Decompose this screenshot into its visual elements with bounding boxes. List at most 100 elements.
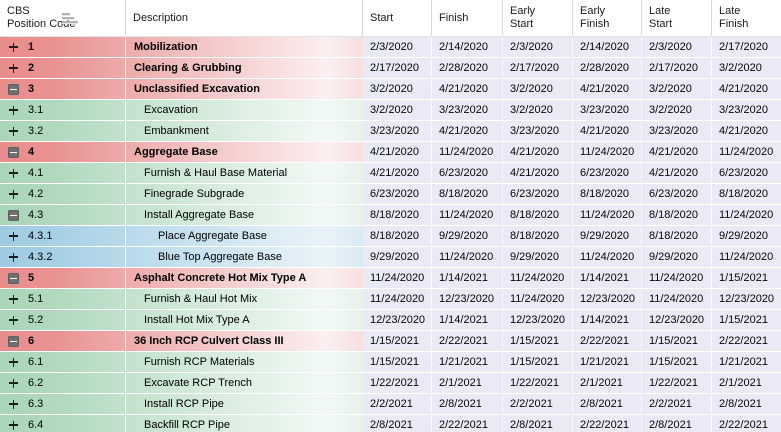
date-cell-start[interactable]: 3/2/2020: [363, 100, 432, 120]
date-cell-finish[interactable]: 8/18/2020: [432, 184, 503, 204]
description-cell[interactable]: Clearing & Grubbing: [126, 58, 363, 78]
column-header-early-finish[interactable]: Early Finish: [573, 0, 642, 36]
expand-icon[interactable]: [8, 231, 19, 242]
table-row[interactable]: 6.2 Excavate RCP Trench 1/22/2021 2/1/202…: [0, 373, 781, 394]
date-cell-early-start[interactable]: 2/8/2021: [503, 415, 573, 432]
date-cell-late-finish[interactable]: 11/24/2020: [712, 205, 781, 225]
date-cell-late-finish[interactable]: 4/21/2020: [712, 79, 781, 99]
date-cell-late-finish[interactable]: 3/2/2020: [712, 58, 781, 78]
table-row[interactable]: 4.3.1 Place Aggregate Base 8/18/2020 9/29…: [0, 226, 781, 247]
description-cell[interactable]: Furnish & Haul Hot Mix: [126, 289, 363, 309]
table-row[interactable]: 5.2 Install Hot Mix Type A 12/23/2020 1/1…: [0, 310, 781, 331]
date-cell-early-start[interactable]: 11/24/2020: [503, 268, 573, 288]
table-row[interactable]: 6 36 Inch RCP Culvert Class III 1/15/202…: [0, 331, 781, 352]
table-row[interactable]: 6.4 Backfill RCP Pipe 2/8/2021 2/22/2021 2…: [0, 415, 781, 432]
date-cell-early-start[interactable]: 8/18/2020: [503, 205, 573, 225]
date-cell-late-finish[interactable]: 11/24/2020: [712, 142, 781, 162]
date-cell-late-finish[interactable]: 1/15/2021: [712, 268, 781, 288]
date-cell-late-finish[interactable]: 2/8/2021: [712, 394, 781, 414]
date-cell-finish[interactable]: 4/21/2020: [432, 79, 503, 99]
description-cell[interactable]: Embankment: [126, 121, 363, 141]
date-cell-late-finish[interactable]: 2/17/2020: [712, 37, 781, 57]
date-cell-late-start[interactable]: 12/23/2020: [642, 310, 712, 330]
date-cell-start[interactable]: 4/21/2020: [363, 163, 432, 183]
date-cell-start[interactable]: 4/21/2020: [363, 142, 432, 162]
cbs-cell[interactable]: 2: [0, 58, 126, 78]
date-cell-late-finish[interactable]: 2/22/2021: [712, 415, 781, 432]
table-row[interactable]: 4.3 Install Aggregate Base 8/18/2020 11/2…: [0, 205, 781, 226]
date-cell-start[interactable]: 2/17/2020: [363, 58, 432, 78]
column-header-late-finish[interactable]: Late Finish: [712, 0, 781, 36]
collapse-icon[interactable]: [8, 83, 19, 95]
cbs-cell[interactable]: 3.2: [0, 121, 126, 141]
table-row[interactable]: 6.3 Install RCP Pipe 2/2/2021 2/8/2021 2/2…: [0, 394, 781, 415]
date-cell-finish[interactable]: 4/21/2020: [432, 121, 503, 141]
date-cell-start[interactable]: 1/22/2021: [363, 373, 432, 393]
date-cell-finish[interactable]: 2/28/2020: [432, 58, 503, 78]
date-cell-early-finish[interactable]: 2/1/2021: [573, 373, 642, 393]
expand-icon[interactable]: [8, 126, 19, 137]
date-cell-finish[interactable]: 1/21/2021: [432, 352, 503, 372]
table-row[interactable]: 3.2 Embankment 3/23/2020 4/21/2020 3/23/20…: [0, 121, 781, 142]
date-cell-late-start[interactable]: 9/29/2020: [642, 247, 712, 267]
cbs-cell[interactable]: 6: [0, 331, 126, 351]
date-cell-start[interactable]: 9/29/2020: [363, 247, 432, 267]
date-cell-late-finish[interactable]: 9/29/2020: [712, 226, 781, 246]
description-cell[interactable]: Furnish & Haul Base Material: [126, 163, 363, 183]
table-row[interactable]: 4.3.2 Blue Top Aggregate Base 9/29/2020 1…: [0, 247, 781, 268]
table-row[interactable]: 5.1 Furnish & Haul Hot Mix 11/24/2020 12/…: [0, 289, 781, 310]
column-header-early-start[interactable]: Early Start: [503, 0, 573, 36]
expand-icon[interactable]: [8, 294, 19, 305]
date-cell-early-finish[interactable]: 4/21/2020: [573, 121, 642, 141]
date-cell-early-start[interactable]: 3/2/2020: [503, 100, 573, 120]
date-cell-finish[interactable]: 11/24/2020: [432, 142, 503, 162]
expand-icon[interactable]: [8, 189, 19, 200]
cbs-cell[interactable]: 5: [0, 268, 126, 288]
date-cell-late-start[interactable]: 11/24/2020: [642, 268, 712, 288]
cbs-cell[interactable]: 3: [0, 79, 126, 99]
expand-icon[interactable]: [8, 168, 19, 179]
column-header-start[interactable]: Start: [363, 0, 432, 36]
expand-icon[interactable]: [8, 252, 19, 263]
date-cell-late-start[interactable]: 1/22/2021: [642, 373, 712, 393]
date-cell-late-finish[interactable]: 3/23/2020: [712, 100, 781, 120]
date-cell-early-finish[interactable]: 1/21/2021: [573, 352, 642, 372]
description-cell[interactable]: Blue Top Aggregate Base: [126, 247, 363, 267]
table-row[interactable]: 3 Unclassified Excavation 3/2/2020 4/21/2…: [0, 79, 781, 100]
date-cell-finish[interactable]: 1/14/2021: [432, 310, 503, 330]
cbs-cell[interactable]: 4.2: [0, 184, 126, 204]
cbs-cell[interactable]: 6.3: [0, 394, 126, 414]
description-cell[interactable]: Furnish RCP Materials: [126, 352, 363, 372]
expand-icon[interactable]: [8, 357, 19, 368]
date-cell-late-finish[interactable]: 1/21/2021: [712, 352, 781, 372]
cbs-cell[interactable]: 4.1: [0, 163, 126, 183]
table-row[interactable]: 2 Clearing & Grubbing 2/17/2020 2/28/2020…: [0, 58, 781, 79]
date-cell-finish[interactable]: 1/14/2021: [432, 268, 503, 288]
date-cell-finish[interactable]: 2/22/2021: [432, 331, 503, 351]
date-cell-late-start[interactable]: 11/24/2020: [642, 289, 712, 309]
date-cell-early-start[interactable]: 3/23/2020: [503, 121, 573, 141]
date-cell-start[interactable]: 12/23/2020: [363, 310, 432, 330]
date-cell-finish[interactable]: 6/23/2020: [432, 163, 503, 183]
expand-icon[interactable]: [8, 399, 19, 410]
date-cell-late-finish[interactable]: 12/23/2020: [712, 289, 781, 309]
description-cell[interactable]: Aggregate Base: [126, 142, 363, 162]
date-cell-late-finish[interactable]: 6/23/2020: [712, 163, 781, 183]
expand-icon[interactable]: [8, 105, 19, 116]
description-cell[interactable]: Backfill RCP Pipe: [126, 415, 363, 432]
column-header-cbs-position-code[interactable]: CBS Position Code: [0, 0, 126, 36]
description-cell[interactable]: Install Aggregate Base: [126, 205, 363, 225]
date-cell-late-start[interactable]: 8/18/2020: [642, 226, 712, 246]
cbs-cell[interactable]: 4.3: [0, 205, 126, 225]
date-cell-early-finish[interactable]: 4/21/2020: [573, 79, 642, 99]
date-cell-start[interactable]: 2/3/2020: [363, 37, 432, 57]
date-cell-early-start[interactable]: 9/29/2020: [503, 247, 573, 267]
table-row[interactable]: 6.1 Furnish RCP Materials 1/15/2021 1/21/…: [0, 352, 781, 373]
date-cell-start[interactable]: 11/24/2020: [363, 268, 432, 288]
date-cell-early-start[interactable]: 8/18/2020: [503, 226, 573, 246]
column-header-late-start[interactable]: Late Start: [642, 0, 712, 36]
date-cell-early-finish[interactable]: 1/14/2021: [573, 310, 642, 330]
date-cell-early-start[interactable]: 12/23/2020: [503, 310, 573, 330]
date-cell-late-start[interactable]: 4/21/2020: [642, 163, 712, 183]
date-cell-late-start[interactable]: 3/23/2020: [642, 121, 712, 141]
